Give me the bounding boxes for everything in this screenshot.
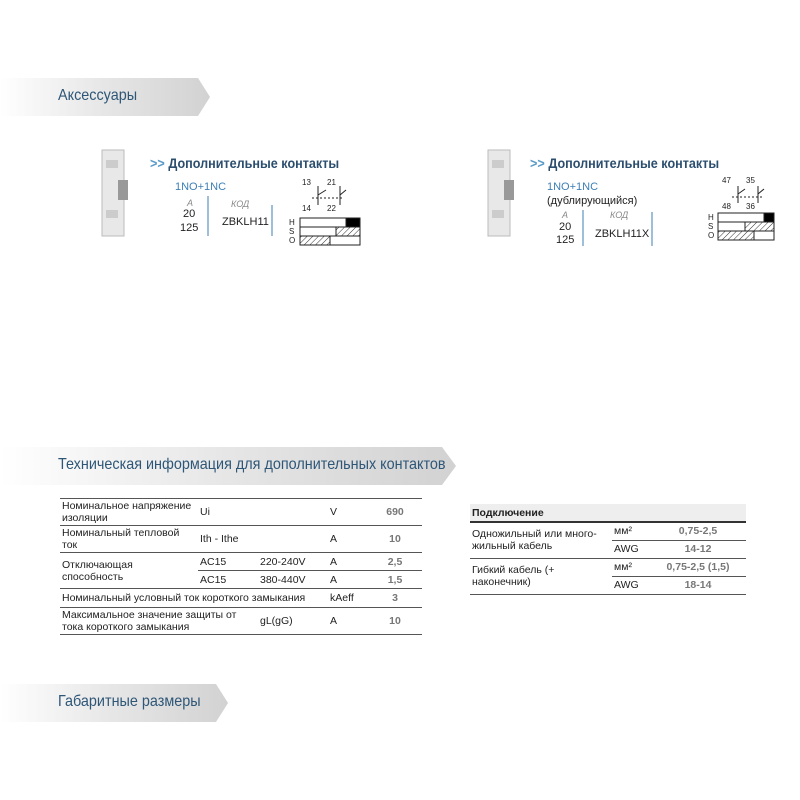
- note: (дублирующийся): [547, 195, 638, 207]
- product-title-text: Дополнительные контакты: [548, 155, 720, 171]
- cell: 18-14: [650, 576, 746, 595]
- cell: 2,5: [387, 555, 403, 568]
- current: 125: [556, 234, 575, 246]
- connection-table: Подключение Одножильный или много-жильны…: [470, 504, 746, 595]
- product-title: >> Дополнительные контакты: [530, 155, 720, 171]
- position: O: [289, 236, 295, 245]
- cell: Ui: [200, 506, 210, 518]
- cell: Одножильный или много-жильный кабель: [470, 522, 612, 559]
- terminal: 48: [722, 202, 731, 211]
- position: S: [708, 222, 713, 231]
- terminal: 21: [327, 178, 336, 187]
- cell: kAeff: [330, 592, 354, 604]
- terminal: 35: [746, 176, 755, 185]
- cell: AWG: [612, 576, 650, 595]
- terminal: 14: [302, 204, 311, 213]
- column-header: A: [187, 198, 194, 208]
- section-title: Техническая информация для дополнительны…: [58, 456, 446, 473]
- product-image: [487, 149, 514, 237]
- cell: A: [330, 615, 338, 627]
- table-row: Отключающая способность AC15 220-240V A …: [60, 553, 422, 583]
- cell: Отключающая способность: [62, 558, 133, 583]
- table-row: Гибкий кабель (+ наконечник) мм² 0,75-2,…: [470, 558, 746, 595]
- table-row: Номинальный условный ток короткого замык…: [60, 589, 422, 608]
- product-title: >> Дополнительные контакты: [150, 155, 340, 171]
- table-row: AC15 380-440V A 1,5: [60, 571, 422, 589]
- cell: мм²: [612, 522, 650, 541]
- position: O: [708, 231, 714, 240]
- cell: 220-240V: [260, 555, 306, 568]
- banner: [0, 447, 456, 485]
- cell: Номинальный условный ток короткого замык…: [62, 592, 306, 604]
- position: H: [289, 218, 295, 227]
- terminal: 47: [722, 176, 731, 185]
- table-row: Одножильный или много-жильный кабель мм²…: [470, 522, 746, 559]
- cell: 380-440V: [260, 573, 306, 586]
- table-row: Максимальное значение защиты от тока кор…: [60, 608, 422, 635]
- cell: 10: [389, 533, 401, 545]
- cell: AC15: [200, 573, 227, 586]
- cell: Подключение: [470, 504, 746, 523]
- cell: A: [330, 555, 338, 568]
- cell: Максимальное значение защиты от тока кор…: [62, 609, 237, 633]
- cell: Ith - Ithe: [200, 533, 239, 545]
- terminal: 36: [746, 202, 755, 211]
- cell: 10: [389, 615, 401, 627]
- cell: 1,5: [387, 573, 403, 586]
- cell: V: [330, 506, 338, 518]
- table-row: Подключение: [470, 504, 746, 523]
- current: 125: [180, 222, 199, 234]
- section-title: Аксессуары: [58, 87, 138, 104]
- column-header: КОД: [610, 210, 629, 220]
- cell: Номинальное напряжение изоляции: [62, 500, 192, 524]
- column-header: A: [562, 210, 569, 220]
- code: ZBKLH11: [222, 216, 269, 228]
- cell: AC15: [200, 555, 227, 568]
- tech-table: Номинальное напряжение изоляции Ui V 690…: [60, 498, 422, 635]
- code: ZBKLH11X: [595, 228, 650, 240]
- table-row: Номинальный тепловой ток Ith - Ithe A 10: [60, 526, 422, 553]
- cell: мм²: [612, 558, 650, 577]
- cell: 14-12: [650, 540, 746, 559]
- config: 1NO+1NC: [547, 181, 599, 193]
- cell: gL(gG): [260, 615, 293, 627]
- position: S: [289, 227, 294, 236]
- contact-diagram: [299, 186, 361, 246]
- section-title: Габаритные размеры: [58, 693, 201, 710]
- column-header: КОД: [231, 199, 250, 209]
- cell: A: [330, 573, 338, 586]
- table-row: AWG 14-12: [470, 540, 746, 559]
- current: 20: [559, 221, 572, 233]
- cell: A: [330, 533, 338, 545]
- cell: Гибкий кабель (+ наконечник): [470, 558, 612, 595]
- banner: [0, 78, 210, 116]
- position: H: [708, 213, 714, 222]
- contact-diagram: [717, 186, 775, 241]
- current: 20: [183, 208, 196, 220]
- cell: 0,75-2,5: [650, 522, 746, 541]
- terminal: 22: [327, 204, 336, 213]
- product-title-text: Дополнительные контакты: [168, 155, 340, 171]
- config: 1NO+1NC: [175, 181, 227, 193]
- cell: 0,75-2,5 (1,5): [650, 558, 746, 577]
- table-row: Номинальное напряжение изоляции Ui V 690: [60, 498, 422, 526]
- cell: Номинальный тепловой ток: [62, 527, 180, 551]
- product-image: [101, 149, 128, 237]
- cell: 3: [392, 592, 398, 604]
- cell: AWG: [612, 540, 650, 559]
- cell: 690: [386, 506, 404, 518]
- banner: [0, 684, 228, 722]
- table-row: AWG 18-14: [470, 576, 746, 595]
- terminal: 13: [302, 178, 311, 187]
